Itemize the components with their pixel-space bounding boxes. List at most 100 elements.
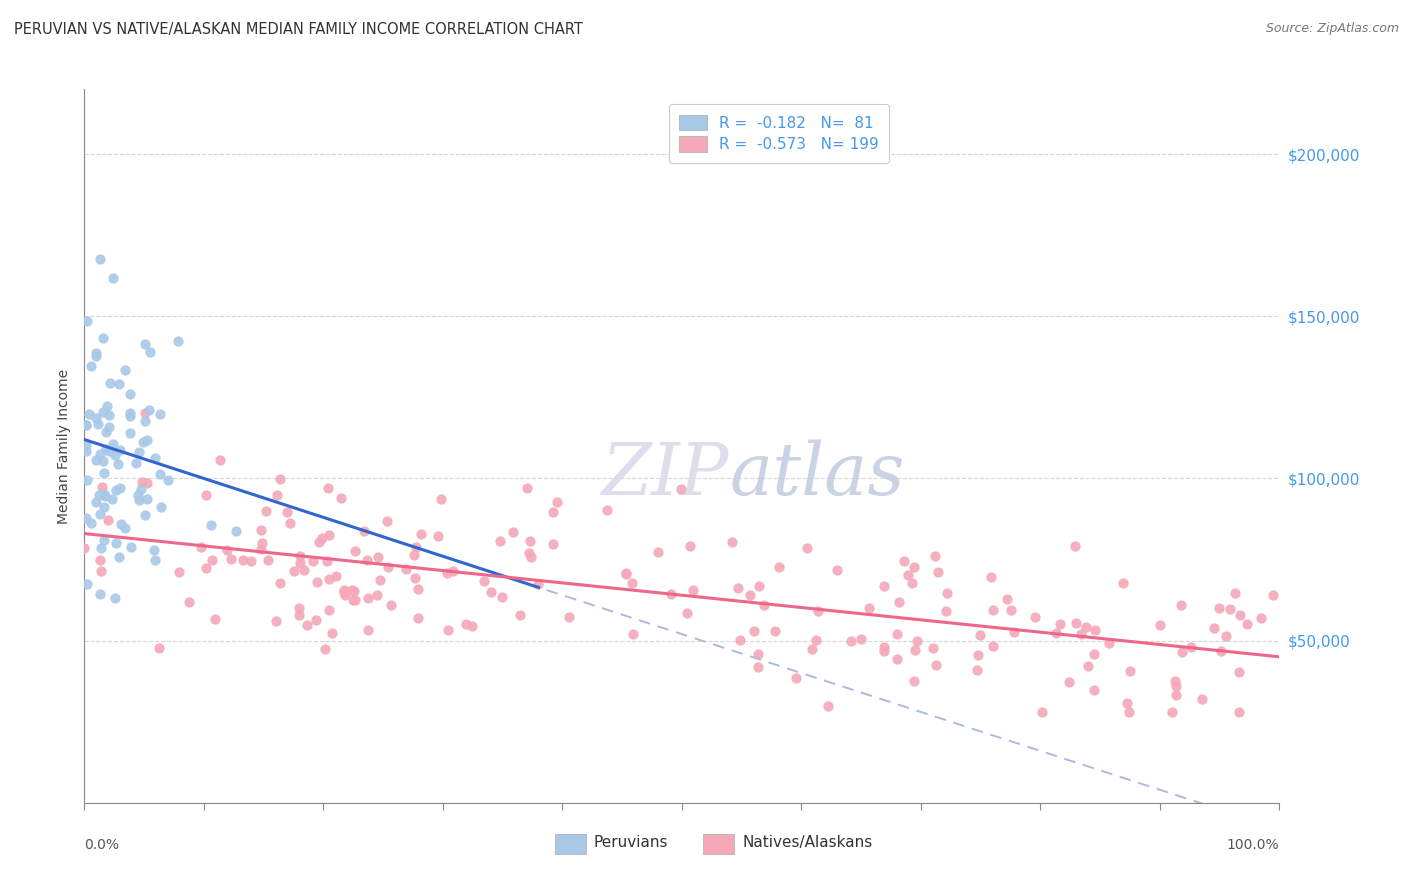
- Point: [93, 533, 115, 547]
- Point: [342, 593, 364, 607]
- Point: [217, 542, 239, 557]
- Point: [728, 633, 751, 648]
- Point: [679, 540, 702, 554]
- Point: [129, 483, 152, 497]
- Point: [502, 524, 524, 539]
- Point: [479, 585, 502, 599]
- Point: [333, 588, 356, 602]
- Point: [250, 523, 273, 537]
- Point: [516, 481, 538, 495]
- Point: [901, 576, 924, 591]
- Point: [924, 658, 946, 673]
- Point: [873, 579, 896, 593]
- Point: [430, 491, 453, 506]
- Point: [166, 334, 188, 349]
- Point: [149, 407, 172, 421]
- Point: [1098, 635, 1121, 649]
- Point: [139, 345, 162, 359]
- Point: [1064, 540, 1087, 554]
- Point: [93, 487, 115, 501]
- Point: [90, 541, 112, 555]
- Point: [96, 400, 118, 414]
- Point: [131, 434, 153, 449]
- Point: [73, 541, 96, 556]
- Point: [659, 586, 682, 600]
- Point: [621, 626, 644, 640]
- Point: [314, 642, 336, 657]
- Point: [97, 419, 120, 434]
- Point: [118, 409, 141, 423]
- Point: [108, 481, 131, 495]
- Point: [93, 467, 115, 481]
- Point: [142, 542, 165, 557]
- Point: [120, 406, 142, 420]
- Point: [763, 624, 786, 638]
- Point: [375, 514, 398, 528]
- Point: [436, 566, 458, 581]
- Point: [614, 567, 637, 582]
- Point: [107, 457, 129, 471]
- Point: [97, 513, 120, 527]
- Point: [121, 540, 143, 554]
- Point: [134, 406, 156, 420]
- Point: [546, 495, 568, 509]
- Point: [89, 507, 111, 521]
- Point: [676, 607, 699, 621]
- Point: [520, 549, 543, 564]
- Point: [225, 524, 247, 538]
- Point: [87, 488, 110, 502]
- Point: [104, 483, 127, 497]
- Point: [461, 619, 484, 633]
- Point: [904, 643, 927, 657]
- Point: [1024, 610, 1046, 624]
- Point: [100, 492, 122, 507]
- Point: [1070, 627, 1092, 641]
- Point: [288, 600, 311, 615]
- Point: [135, 433, 157, 447]
- Point: [1164, 679, 1187, 693]
- Point: [84, 410, 107, 425]
- Point: [128, 492, 150, 507]
- Legend: R =  -0.182   N=  81, R =  -0.573   N= 199: R = -0.182 N= 81, R = -0.573 N= 199: [668, 104, 890, 162]
- Point: [90, 564, 112, 578]
- Point: [118, 425, 141, 440]
- Point: [232, 552, 254, 566]
- Point: [209, 452, 232, 467]
- Text: atlas: atlas: [730, 439, 905, 510]
- Point: [905, 633, 928, 648]
- Point: [801, 641, 824, 656]
- Point: [96, 425, 118, 440]
- Point: [804, 633, 827, 648]
- Point: [395, 562, 418, 576]
- Point: [75, 418, 97, 433]
- Point: [190, 541, 212, 555]
- Point: [148, 641, 170, 656]
- Point: [344, 544, 367, 558]
- Point: [1170, 598, 1192, 612]
- Point: [316, 482, 339, 496]
- Point: [156, 473, 179, 487]
- Point: [922, 640, 945, 655]
- Point: [380, 598, 402, 612]
- Point: [103, 437, 125, 451]
- Point: [134, 336, 156, 351]
- Point: [981, 603, 1004, 617]
- Point: [1112, 575, 1135, 590]
- Point: [738, 588, 761, 602]
- Point: [143, 450, 166, 465]
- Point: [1077, 658, 1099, 673]
- Point: [138, 403, 160, 417]
- Point: [368, 574, 391, 588]
- Point: [194, 487, 217, 501]
- Text: Natives/Alaskans: Natives/Alaskans: [742, 836, 873, 850]
- Point: [1059, 674, 1081, 689]
- Point: [936, 586, 959, 600]
- Text: Source: ZipAtlas.com: Source: ZipAtlas.com: [1265, 22, 1399, 36]
- Point: [1149, 618, 1171, 632]
- Point: [118, 386, 141, 401]
- Point: [924, 549, 946, 563]
- Point: [886, 626, 908, 640]
- Point: [1045, 626, 1067, 640]
- Point: [980, 570, 1002, 584]
- Point: [472, 574, 495, 588]
